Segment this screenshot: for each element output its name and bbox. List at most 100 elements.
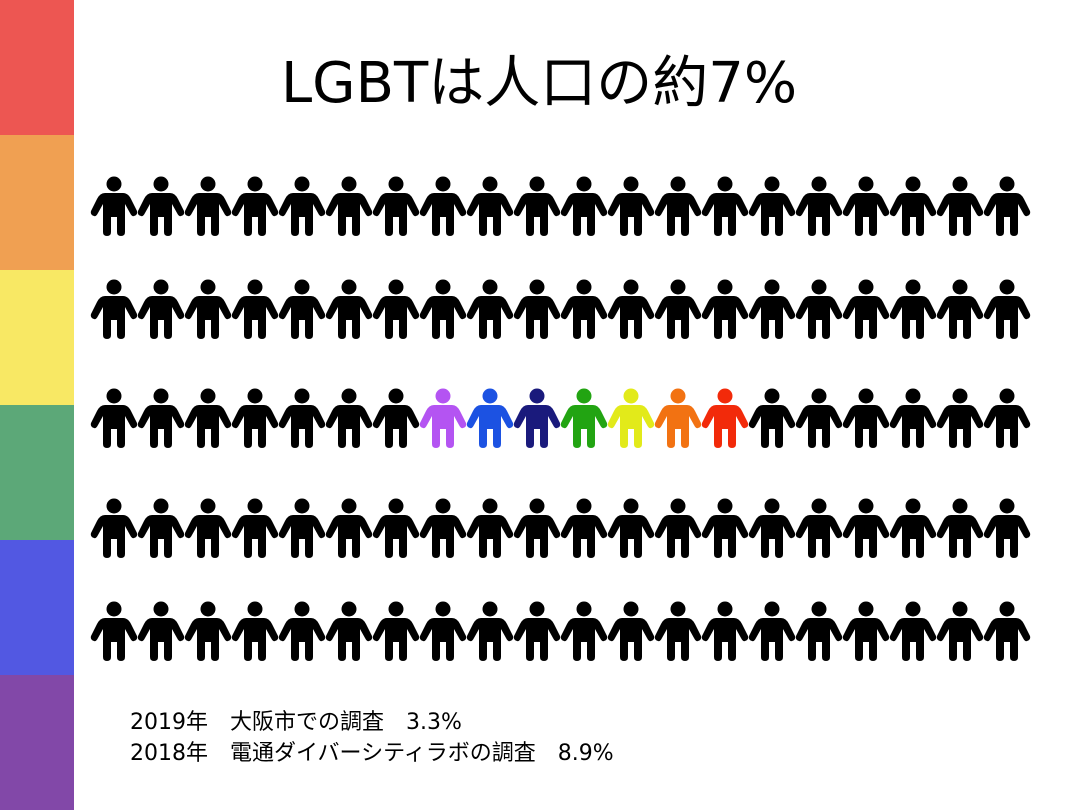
person-body (936, 193, 984, 236)
person-head (858, 176, 874, 192)
title: LGBTは人口の約7% (280, 51, 798, 116)
person-body (419, 618, 467, 661)
person-body (748, 405, 796, 448)
person-head (341, 498, 357, 514)
stripe-band (0, 270, 74, 405)
person-body (607, 296, 655, 339)
person-icon (842, 176, 890, 236)
person-body (90, 296, 138, 339)
person-body (560, 618, 608, 661)
note: 2018年 電通ダイバーシティラボの調査 8.9% (130, 741, 614, 766)
person-icon (278, 498, 326, 558)
person-body (184, 515, 232, 558)
person-head (247, 279, 263, 295)
person-head (341, 279, 357, 295)
person-body (701, 193, 749, 236)
person-body (372, 193, 420, 236)
person-icon (560, 279, 608, 339)
person-icon (560, 601, 608, 661)
person-head (623, 498, 639, 514)
person-icon (325, 279, 373, 339)
person-icon (607, 176, 655, 236)
person-head (905, 601, 921, 617)
person-body (654, 193, 702, 236)
person-body (701, 405, 749, 448)
person-icon (419, 279, 467, 339)
person-head (153, 279, 169, 295)
person-head (670, 601, 686, 617)
person-head (764, 279, 780, 295)
person-head (482, 176, 498, 192)
person-icon (889, 279, 937, 339)
person-body (701, 296, 749, 339)
person-head (247, 388, 263, 404)
person-body (278, 296, 326, 339)
person-body (466, 193, 514, 236)
person-head (388, 279, 404, 295)
person-icon (325, 498, 373, 558)
person-head (717, 601, 733, 617)
person-icon (983, 176, 1031, 236)
person-head (153, 388, 169, 404)
person-icon (466, 388, 514, 448)
person-head (717, 176, 733, 192)
person-icon (184, 279, 232, 339)
person-icon (372, 279, 420, 339)
person-head (435, 388, 451, 404)
person-icon (701, 601, 749, 661)
person-icon (325, 388, 373, 448)
person-body (701, 515, 749, 558)
person-head (341, 388, 357, 404)
person-icon (513, 279, 561, 339)
person-icon (842, 388, 890, 448)
person-body (560, 296, 608, 339)
stripe-band (0, 135, 74, 270)
person-body (513, 296, 561, 339)
person-body (137, 405, 185, 448)
person-body (607, 193, 655, 236)
person-body (607, 618, 655, 661)
person-body (278, 405, 326, 448)
person-icon (983, 498, 1031, 558)
person-icon (325, 601, 373, 661)
person-head (200, 279, 216, 295)
person-icon (278, 601, 326, 661)
person-icon (184, 498, 232, 558)
person-head (905, 176, 921, 192)
person-icon (607, 279, 655, 339)
person-icon (231, 498, 279, 558)
person-body (184, 405, 232, 448)
person-body (654, 515, 702, 558)
person-body (795, 193, 843, 236)
person-head (905, 279, 921, 295)
person-icon (90, 601, 138, 661)
person-head (247, 176, 263, 192)
person-head (388, 388, 404, 404)
person-head (153, 498, 169, 514)
person-body (184, 618, 232, 661)
person-head (764, 498, 780, 514)
person-icon (372, 176, 420, 236)
person-head (247, 601, 263, 617)
person-head (200, 601, 216, 617)
person-icon (748, 388, 796, 448)
person-body (748, 296, 796, 339)
person-icon (842, 601, 890, 661)
person-icon (748, 498, 796, 558)
person-icon (654, 279, 702, 339)
person-body (936, 296, 984, 339)
person-icon (513, 388, 561, 448)
person-body (90, 515, 138, 558)
person-body (372, 405, 420, 448)
person-icon (936, 601, 984, 661)
person-head (623, 388, 639, 404)
person-icon (184, 388, 232, 448)
person-body (983, 193, 1031, 236)
person-head (153, 601, 169, 617)
person-head (952, 601, 968, 617)
person-head (200, 388, 216, 404)
person-body (654, 296, 702, 339)
person-icon (419, 176, 467, 236)
person-icon (889, 176, 937, 236)
person-icon (372, 388, 420, 448)
